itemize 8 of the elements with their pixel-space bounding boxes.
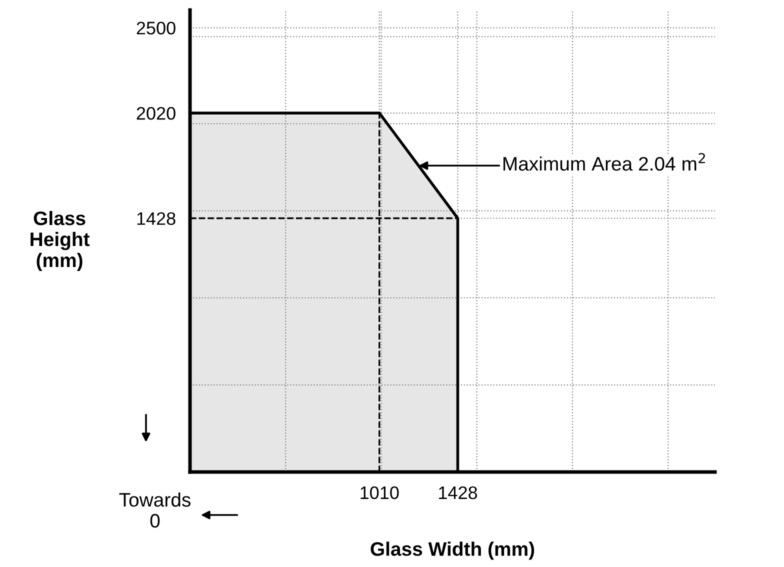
text: Towards 0 <box>119 492 190 528</box>
y-tick-label: 1428 <box>137 212 176 225</box>
y-tick-label: 2020 <box>136 106 176 120</box>
annotation: Maximum Area 2.04 m$^{2}$ <box>503 152 705 171</box>
y-axis-title: Glass Height (mm) <box>30 210 90 272</box>
x-axis-title: Glass Width (mm) <box>370 542 534 560</box>
y-tick-label: 2500 <box>136 22 176 34</box>
x-tick-label: 1010 <box>360 486 399 500</box>
